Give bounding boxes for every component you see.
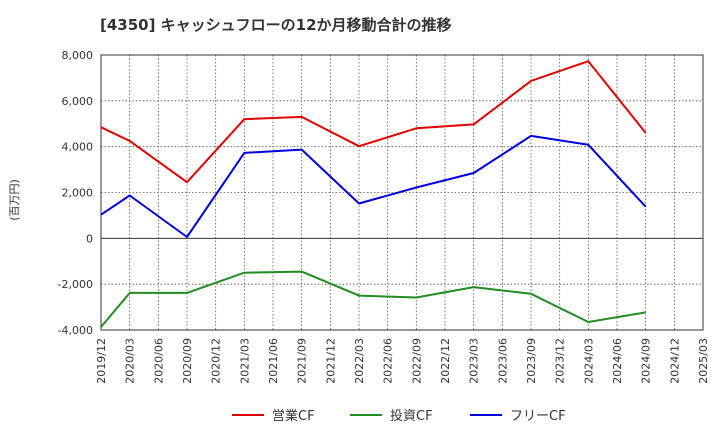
x-tick-label: 2022/03 [353,338,366,384]
x-tick-label: 2023/12 [554,338,567,384]
x-tick-label: 2024/06 [611,338,624,384]
y-tick-label: 0 [86,232,93,245]
plot-frame [100,54,704,331]
legend-label-2: フリーCF [510,409,566,424]
series-line-1 [100,270,646,328]
y-tick-label: -4,000 [58,324,93,337]
y-tick-label: 2,000 [62,187,94,200]
chart-title: [4350] キャッシュフローの12か月移動合計の推移 [100,16,452,34]
series-line-0 [100,60,647,184]
legend: 営業CF 投資CF フリーCF [232,408,566,424]
x-tick-label: 2020/03 [124,338,137,384]
grid [101,55,703,330]
axes: 8,000 6,000 4,000 2,000 0 -2,000 -4,0002019/12… [58,49,710,384]
x-tick-label: 2023/06 [496,338,509,384]
x-tick-label: 2024/09 [640,338,653,384]
legend-label-0: 営業CF [272,408,315,424]
x-tick-label: 2023/03 [468,338,481,384]
x-tick-label: 2025/03 [697,338,710,384]
x-tick-label: 2024/03 [582,338,595,384]
y-tick-label: 8,000 [62,49,94,62]
x-tick-label: 2021/12 [324,338,337,384]
x-tick-label: 2020/09 [181,338,194,384]
x-tick-label: 2022/09 [410,338,423,384]
x-tick-label: 2022/06 [382,338,395,384]
series-lines [100,60,647,328]
x-tick-label: 2023/09 [525,338,538,384]
legend-label-1: 投資CF [390,408,433,424]
x-tick-label: 2024/12 [668,338,681,384]
x-tick-label: 2021/09 [296,338,309,384]
x-tick-label: 2022/12 [439,338,452,384]
y-axis-label: (百万円) [8,179,21,221]
y-tick-label: 4,000 [62,141,94,154]
series-line-2 [100,134,647,238]
x-tick-label: 2021/03 [238,338,251,384]
y-tick-label: -2,000 [58,278,93,291]
x-tick-label: 2021/06 [267,338,280,384]
x-tick-label: 2019/12 [95,338,108,384]
x-tick-label: 2020/12 [210,338,223,384]
y-tick-label: 6,000 [62,95,94,108]
x-tick-label: 2020/06 [152,338,165,384]
